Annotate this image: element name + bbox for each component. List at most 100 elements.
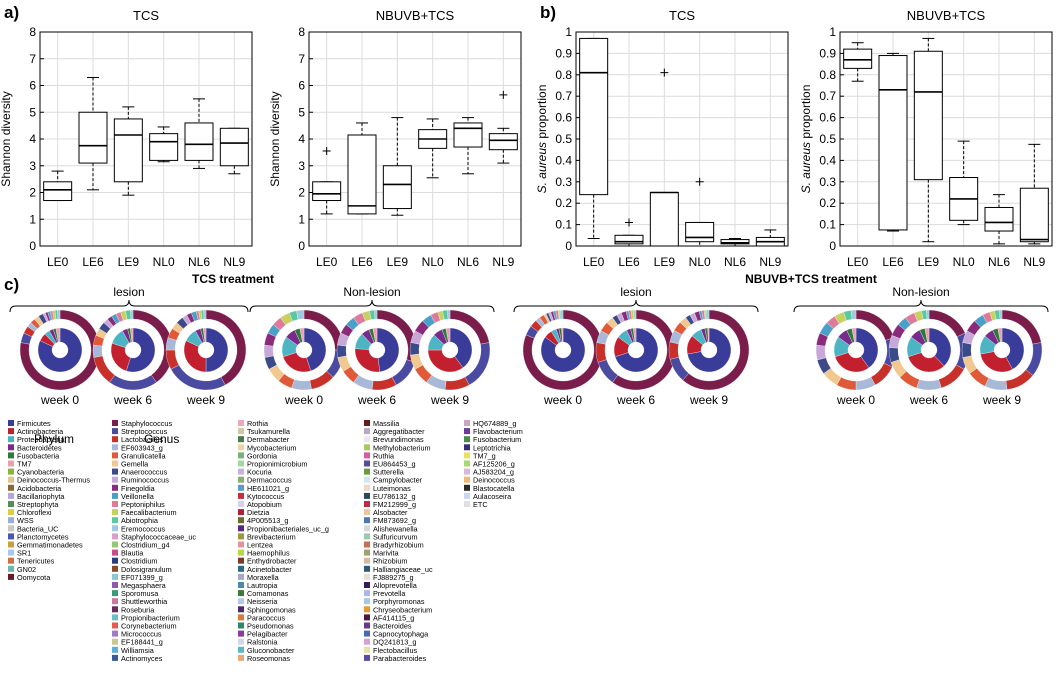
donut-chart: week 9 (961, 309, 1043, 407)
box-iqr (1019, 187, 1049, 243)
legend-swatch (364, 598, 370, 605)
legend-item-phylum: Planctomycetes (8, 532, 69, 541)
legend-label: Rhizobium (373, 557, 407, 566)
box-iqr (347, 134, 377, 215)
panel-label-c: c) (4, 275, 19, 294)
legend-item-phylum: GN02 (8, 565, 36, 574)
legend-swatch (112, 606, 118, 613)
x-tick-label: LE9 (918, 255, 940, 269)
legend-item-genus: Tsukamurella (238, 427, 291, 436)
legend-item-genus: Dietzia (238, 508, 270, 517)
outlier-marker (695, 177, 704, 186)
legend-label: ETC (473, 500, 488, 509)
legend-label: Planctomycetes (17, 532, 69, 541)
legend-swatch (238, 614, 244, 621)
legend-swatch (112, 428, 118, 435)
legend-label: Dermacoccus (247, 476, 292, 485)
legend-label: Megasphaera (121, 581, 167, 590)
legend-item-genus: TM7_g (464, 451, 496, 460)
legend-swatch (364, 468, 370, 475)
phylum-slice (449, 327, 473, 369)
donut-hole (850, 344, 862, 356)
legend-item-genus: Staphylococcus (112, 419, 172, 428)
legend-item-genus: Prevotella (364, 589, 406, 598)
legend-label: Marivita (373, 549, 399, 558)
legend-swatch (238, 622, 244, 629)
legend-item-genus: Roseburia (112, 605, 155, 614)
legend-swatch (464, 460, 470, 467)
x-tick-label: NL0 (953, 255, 975, 269)
legend-swatch (364, 525, 370, 532)
legend-item-genus: Lautropia (238, 581, 278, 590)
legend-label: Actinobacteria (17, 427, 64, 436)
legend-swatch (364, 541, 370, 548)
legend-label: Mycobacterium (247, 443, 296, 452)
legend-label: Paracoccus (247, 613, 285, 622)
legend-swatch (464, 436, 470, 443)
phylum-slice (299, 327, 305, 343)
box-NL6 (184, 98, 214, 169)
legend-swatch (238, 533, 244, 540)
legend-swatch (238, 484, 244, 491)
phylum-slice (55, 327, 61, 343)
legend-label: Roseomonas (247, 654, 290, 663)
legend-item-genus: EU864453_g (364, 460, 416, 469)
legend-swatch (8, 444, 14, 451)
legend-item-genus: Gemella (112, 460, 149, 469)
legend-item-genus: Dermabacter (238, 435, 290, 444)
genus-slice (296, 309, 305, 320)
y-tick-label: 0.7 (555, 89, 572, 103)
legend-label: Pseudomonas (247, 622, 294, 631)
legend-swatch (464, 501, 470, 507)
box-iqr (614, 234, 644, 245)
legend-item-genus: Chryseobacterium (364, 605, 432, 614)
legend-item-genus: Alishewanella (364, 524, 419, 533)
legend-item-genus: Megasphaera (112, 581, 167, 590)
legend-swatch (8, 565, 14, 572)
box-chart-0: 0 1 2 3 4 5 6 7 8 LE0 LE6 LE9 NL0 NL6 NL9 TCS Shannon di… (0, 8, 253, 269)
legend-swatch (112, 598, 118, 605)
box-chart-1: 0 1 2 3 4 5 6 7 8 LE0 LE6 LE9 NL0 NL6 NL9 NBUVB+TCS Shan… (268, 8, 522, 269)
box-iqr (649, 192, 679, 247)
legend-item-genus: Fusobacterium (464, 435, 521, 444)
legend-label: Gluconobacter (247, 646, 295, 655)
legend-title-phylum: Phylum (34, 432, 74, 446)
genus-slice (374, 309, 378, 320)
box-iqr (453, 122, 483, 148)
box-NL9 (755, 229, 785, 247)
y-tick-label: 0.9 (555, 46, 572, 60)
legend-label: Micrococcus (121, 630, 162, 639)
legend-swatch (112, 436, 118, 443)
legend-label: Granulicatella (121, 451, 167, 460)
legend-swatch (238, 606, 244, 613)
legend-item-genus: Corynebacterium (112, 622, 177, 631)
donut-chart: week 9 (165, 309, 247, 407)
x-tick-label: LE6 (618, 255, 640, 269)
legend-item-phylum: Bacillariophyta (8, 492, 65, 501)
legend-item-genus: EF603943_g (112, 443, 163, 452)
x-tick-label: LE0 (47, 255, 69, 269)
legend-swatch (112, 590, 118, 597)
legend-item-genus: Kytococcus (238, 492, 285, 501)
legend-swatch (238, 476, 244, 483)
legend-label: Haemophilus (247, 549, 290, 558)
legend-label: Blastocatella (473, 484, 515, 493)
outlier-marker (660, 68, 669, 77)
box-iqr (488, 133, 518, 151)
genus-slice (57, 309, 61, 320)
y-tick-label: 0.5 (819, 132, 836, 146)
donut-chart: week 9 (668, 309, 750, 407)
legend-swatch (8, 468, 14, 475)
x-tick-label: NL9 (1023, 255, 1045, 269)
donut-hole (703, 344, 715, 356)
legend-label: Bradyrhizobium (373, 541, 424, 550)
legend-swatch (238, 509, 244, 516)
legend-swatch (238, 420, 244, 426)
box-iqr (913, 50, 943, 181)
legend-swatch (364, 509, 370, 516)
y-tick-label: 0.4 (555, 153, 572, 167)
legend-item-genus: Propionimicrobium (238, 460, 307, 469)
box-chart-3: 0 0.1 0.2 0.3 0.4 0.5 0.6 0.7 0.8 0.9 1 LE0 LE6 LE9 NL… (799, 8, 1053, 269)
legend-item-genus: Shuttleworthia (112, 597, 168, 606)
